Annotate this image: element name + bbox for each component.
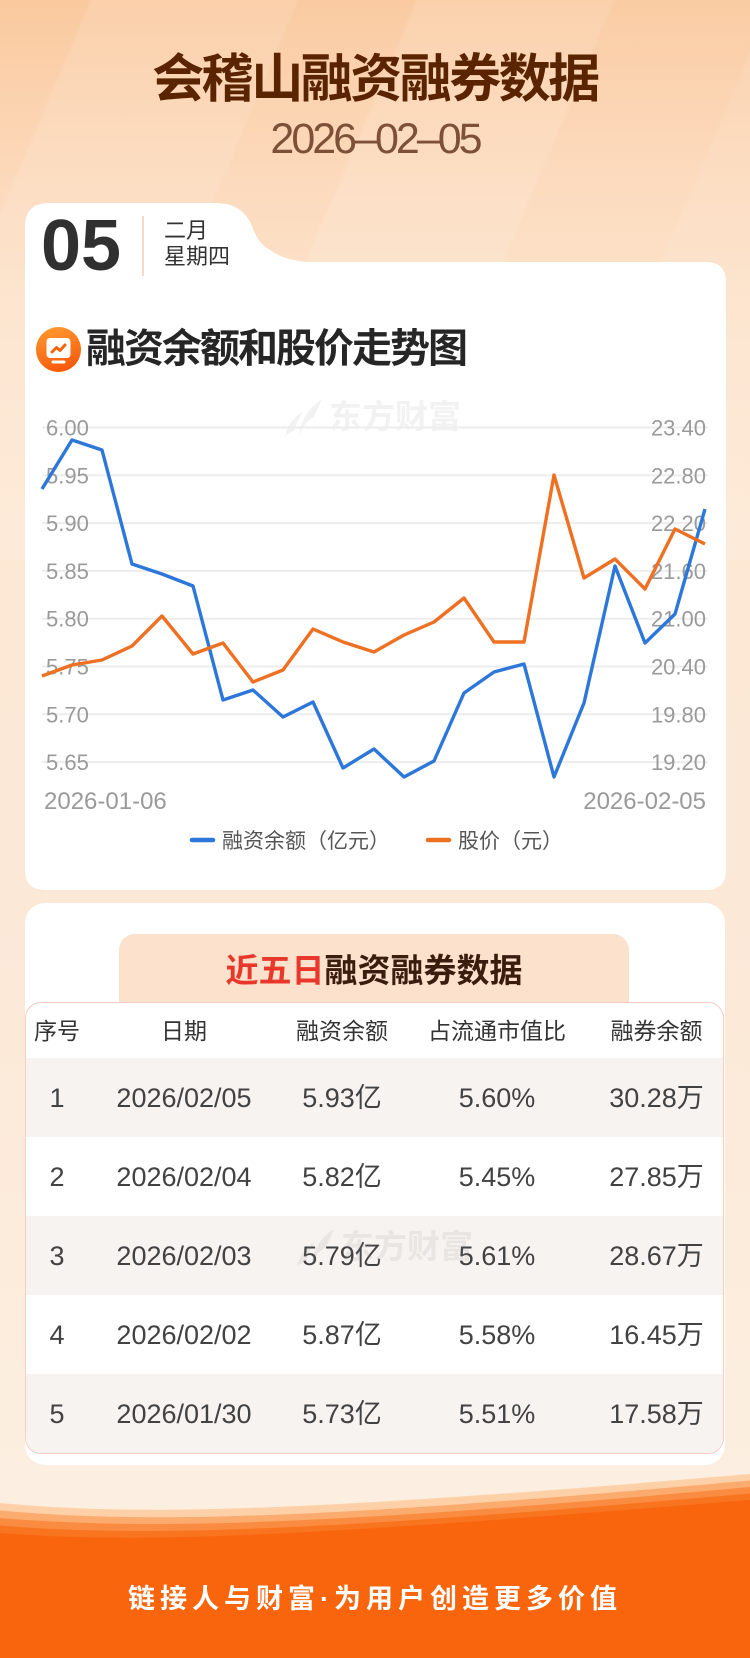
- svg-text:22.80: 22.80: [651, 463, 706, 488]
- svg-text:23.40: 23.40: [651, 416, 706, 441]
- svg-text:5.65: 5.65: [46, 750, 89, 775]
- svg-text:融资余额（亿元）: 融资余额（亿元）: [222, 830, 390, 853]
- svg-text:东方财富: 东方财富: [341, 1228, 473, 1265]
- svg-text:21.60: 21.60: [651, 559, 706, 584]
- svg-text:19.80: 19.80: [651, 702, 706, 727]
- svg-text:19.20: 19.20: [651, 750, 706, 775]
- svg-text:5.80: 5.80: [46, 607, 89, 632]
- svg-text:5.70: 5.70: [46, 702, 89, 727]
- svg-text:2026-02-05: 2026-02-05: [583, 788, 706, 815]
- svg-text:5.85: 5.85: [46, 559, 89, 584]
- svg-text:5.95: 5.95: [46, 463, 89, 488]
- svg-text:东方财富: 东方财富: [329, 398, 461, 435]
- svg-text:2026-01-06: 2026-01-06: [44, 788, 167, 815]
- svg-text:6.00: 6.00: [46, 416, 89, 441]
- svg-text:20.40: 20.40: [651, 655, 706, 680]
- svg-text:股价（元）: 股价（元）: [458, 830, 563, 853]
- svg-text:5.90: 5.90: [46, 511, 89, 536]
